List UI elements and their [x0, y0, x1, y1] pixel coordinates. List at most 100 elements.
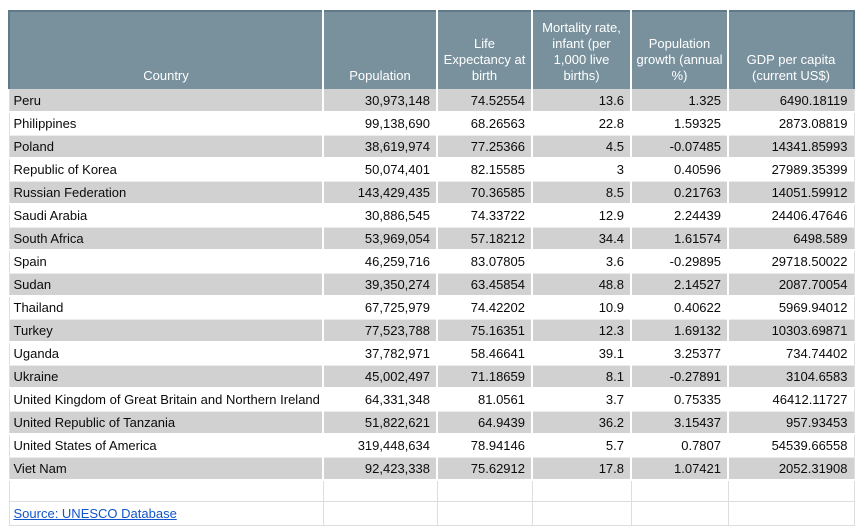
value-cell: 0.40622 — [631, 296, 729, 320]
empty-cell — [437, 480, 533, 502]
value-cell: 3.25377 — [631, 342, 729, 366]
value-cell: 71.18659 — [437, 365, 533, 389]
empty-cell — [323, 501, 438, 525]
value-cell: 0.7807 — [631, 434, 729, 458]
value-cell: 2873.08819 — [728, 112, 854, 136]
country-cell: United Republic of Tanzania — [9, 411, 324, 435]
value-cell: 75.16351 — [437, 319, 533, 343]
value-cell: 24406.47646 — [728, 204, 854, 228]
country-cell: Philippines — [9, 112, 324, 136]
value-cell: 8.1 — [532, 365, 632, 389]
value-cell: 77,523,788 — [323, 319, 438, 343]
col-header-country: Country — [8, 10, 324, 89]
table-row: Philippines 99,138,690 68.26563 22.8 1.59325… — [9, 112, 854, 136]
spacer-row — [9, 480, 854, 502]
country-cell: Viet Nam — [9, 457, 324, 481]
country-cell: Sudan — [9, 273, 324, 297]
value-cell: 50,074,401 — [323, 158, 438, 182]
table-row: Uganda 37,782,971 58.46641 39.1 3.25377 734.7… — [9, 342, 854, 366]
table-row: Poland 38,619,974 77.25366 4.5 -0.07485 14341… — [9, 135, 854, 159]
value-cell: 64,331,348 — [323, 388, 438, 412]
empty-cell — [532, 501, 632, 525]
empty-cell — [532, 480, 632, 502]
country-cell: United Kingdom of Great Britain and Nort… — [9, 388, 324, 412]
empty-cell — [631, 480, 729, 502]
value-cell: 68.26563 — [437, 112, 533, 136]
col-header-population: Population — [323, 10, 438, 89]
value-cell: 2087.70054 — [728, 273, 854, 297]
table-row: United Kingdom of Great Britain and Nort… — [9, 388, 854, 412]
country-cell: Spain — [9, 250, 324, 274]
country-cell: Turkey — [9, 319, 324, 343]
value-cell: 67,725,979 — [323, 296, 438, 320]
value-cell: 74.52554 — [437, 89, 533, 113]
table-row: Viet Nam 92,423,338 75.62912 17.8 1.07421 205… — [9, 457, 854, 481]
country-cell: Uganda — [9, 342, 324, 366]
table-header: Country Population Life Expectancy at bi… — [8, 10, 855, 89]
value-cell: 3.15437 — [631, 411, 729, 435]
country-cell: Republic of Korea — [9, 158, 324, 182]
value-cell: 53,969,054 — [323, 227, 438, 251]
table-row: United Republic of Tanzania 51,822,621 64.… — [9, 411, 854, 435]
table-row: Ukraine 45,002,497 71.18659 8.1 -0.27891 3104… — [9, 365, 854, 389]
value-cell: 17.8 — [532, 457, 632, 481]
value-cell: 39.1 — [532, 342, 632, 366]
empty-cell — [437, 501, 533, 525]
value-cell: 78.94146 — [437, 434, 533, 458]
empty-cell — [9, 480, 324, 502]
table-row: United States of America 319,448,634 78.94… — [9, 434, 854, 458]
value-cell: 0.40596 — [631, 158, 729, 182]
value-cell: 10.9 — [532, 296, 632, 320]
value-cell: 51,822,621 — [323, 411, 438, 435]
value-cell: 4.5 — [532, 135, 632, 159]
value-cell: 37,782,971 — [323, 342, 438, 366]
col-header-mortality-rate: Mortality rate, infant (per 1,000 live b… — [532, 10, 632, 89]
value-cell: 6490.18119 — [728, 89, 854, 113]
value-cell: 30,886,545 — [323, 204, 438, 228]
value-cell: 319,448,634 — [323, 434, 438, 458]
table-row: Spain 46,259,716 83.07805 3.6 -0.29895 29718.… — [9, 250, 854, 274]
value-cell: 22.8 — [532, 112, 632, 136]
col-header-life-expectancy: Life Expectancy at birth — [437, 10, 533, 89]
value-cell: -0.29895 — [631, 250, 729, 274]
value-cell: 0.75335 — [631, 388, 729, 412]
value-cell: 8.5 — [532, 181, 632, 205]
table-row: Turkey 77,523,788 75.16351 12.3 1.69132 10303… — [9, 319, 854, 343]
value-cell: 1.61574 — [631, 227, 729, 251]
country-cell: Ukraine — [9, 365, 324, 389]
country-stats-table: Country Population Life Expectancy at bi… — [8, 10, 855, 526]
table-row: South Africa 53,969,054 57.18212 34.4 1.6157… — [9, 227, 854, 251]
value-cell: 0.21763 — [631, 181, 729, 205]
country-cell: Peru — [9, 89, 324, 113]
value-cell: 5.7 — [532, 434, 632, 458]
value-cell: 14051.59912 — [728, 181, 854, 205]
table-row: Sudan 39,350,274 63.45854 48.8 2.14527 2087.7… — [9, 273, 854, 297]
value-cell: 143,429,435 — [323, 181, 438, 205]
empty-cell — [728, 480, 854, 502]
col-header-population-growth: Population growth (annual %) — [631, 10, 729, 89]
value-cell: 48.8 — [532, 273, 632, 297]
value-cell: 10303.69871 — [728, 319, 854, 343]
value-cell: 81.0561 — [437, 388, 533, 412]
table-row: Thailand 67,725,979 74.42202 10.9 0.40622 596… — [9, 296, 854, 320]
value-cell: 1.325 — [631, 89, 729, 113]
value-cell: 27989.35399 — [728, 158, 854, 182]
source-link[interactable]: Source: UNESCO Database — [13, 505, 177, 521]
country-cell: United States of America — [9, 434, 324, 458]
value-cell: 6498.589 — [728, 227, 854, 251]
value-cell: 77.25366 — [437, 135, 533, 159]
country-cell: Saudi Arabia — [9, 204, 324, 228]
value-cell: 82.15585 — [437, 158, 533, 182]
value-cell: 74.42202 — [437, 296, 533, 320]
value-cell: 957.93453 — [728, 411, 854, 435]
country-stats-sheet: Country Population Life Expectancy at bi… — [8, 10, 855, 526]
value-cell: 64.9439 — [437, 411, 533, 435]
empty-cell — [323, 480, 438, 502]
value-cell: 74.33722 — [437, 204, 533, 228]
value-cell: 2052.31908 — [728, 457, 854, 481]
table-row: Republic of Korea 50,074,401 82.15585 3 0.40… — [9, 158, 854, 182]
table-footer: Source: UNESCO Database — [9, 480, 854, 525]
source-row: Source: UNESCO Database — [9, 501, 854, 525]
value-cell: 75.62912 — [437, 457, 533, 481]
table-row: Saudi Arabia 30,886,545 74.33722 12.9 2.2443… — [9, 204, 854, 228]
